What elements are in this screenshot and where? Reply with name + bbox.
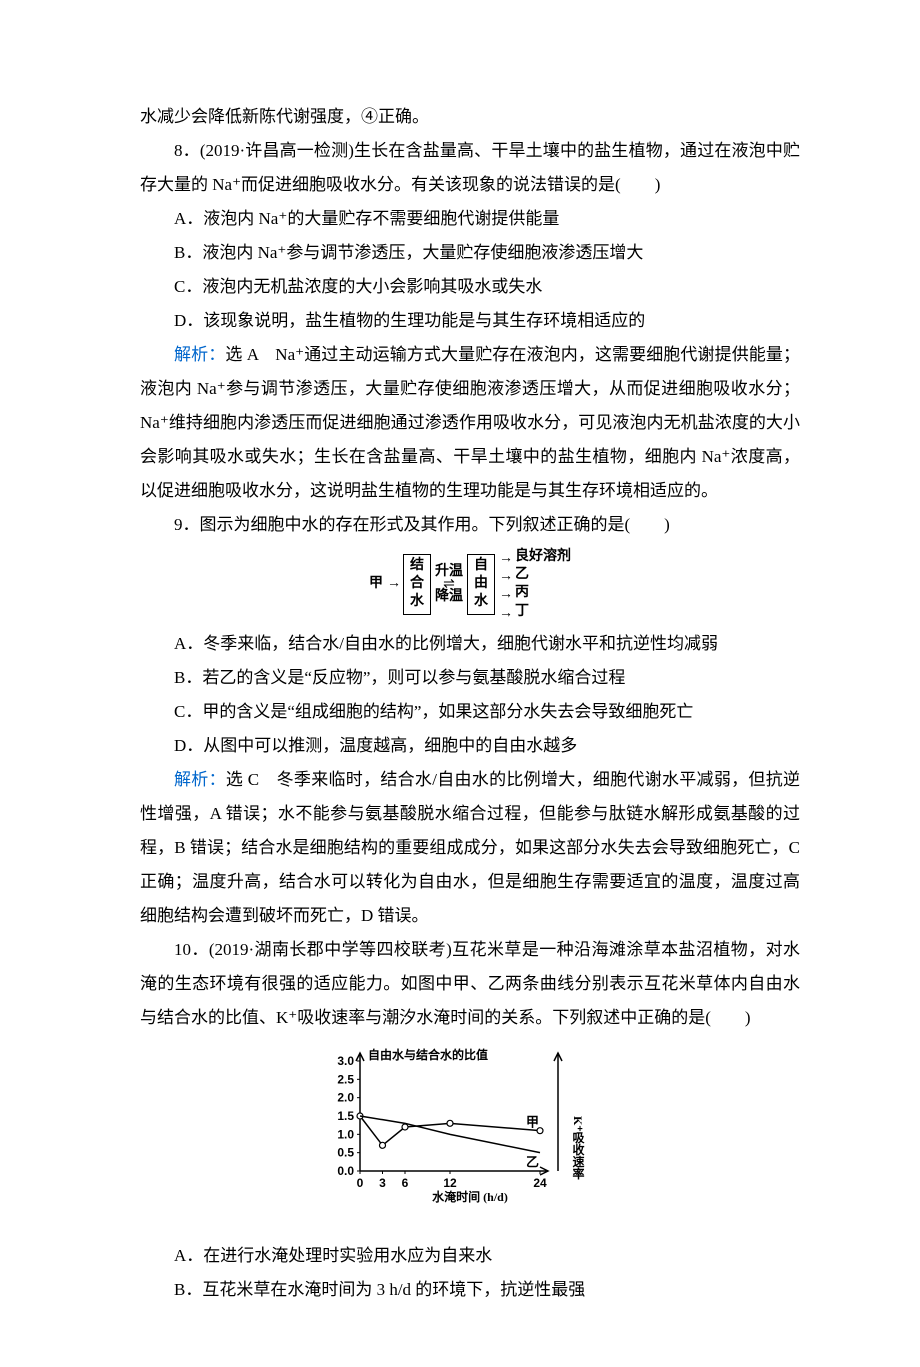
q10-chart-svg: 0.0 0.5 1.0 1.5 2.0 2.5 3.0 0 3 6 12 24 甲乙 自由水与结合水的比值…: [320, 1041, 620, 1221]
q10-stem: 10．(2019·湖南长郡中学等四校联考)互花米草是一种沿海滩涂草本盐沼植物，对…: [140, 933, 800, 1035]
q9-option-b: B．若乙的含义是“反应物”，则可以参与氨基酸脱水缩合过程: [140, 661, 800, 695]
svg-text:1.5: 1.5: [337, 1109, 354, 1123]
svg-text:2.5: 2.5: [337, 1072, 354, 1086]
svg-text:K⁺吸收速率: K⁺吸收速率: [571, 1116, 585, 1180]
q9-answer: 解析：选 C 冬季来临时，结合水/自由水的比例增大，细胞代谢水平减弱，但抗逆性增…: [140, 763, 800, 933]
svg-text:自由水与结合水的比值: 自由水与结合水的比值: [368, 1047, 488, 1062]
q10-figure: 0.0 0.5 1.0 1.5 2.0 2.5 3.0 0 3 6 12 24 甲乙 自由水与结合水的比值…: [140, 1041, 800, 1233]
q9-option-a: A．冬季来临，结合水/自由水的比例增大，细胞代谢水平和抗逆性均减弱: [140, 627, 800, 661]
q8-option-a: A．液泡内 Na⁺的大量贮存不需要细胞代谢提供能量: [140, 202, 800, 236]
q9-diagram: 甲 → 结合水 升温 ⇌ 降温 自由水 →良好溶剂→乙→丙→丁: [369, 548, 571, 621]
svg-text:3.0: 3.0: [337, 1054, 354, 1068]
q8-option-d: D．该现象说明，盐生植物的生理功能是与其生存环境相适应的: [140, 304, 800, 338]
q9-right-list: →良好溶剂→乙→丙→丁: [499, 548, 571, 621]
svg-text:甲: 甲: [526, 1114, 539, 1129]
q9-left-label: 甲: [369, 570, 383, 598]
intro-fragment: 水减少会降低新陈代谢强度，④正确。: [140, 100, 800, 134]
q9-option-c: C．甲的含义是“组成细胞的结构”，如果这部分水失去会导致细胞死亡: [140, 695, 800, 729]
q8-answer-label: 解析：: [174, 345, 225, 364]
svg-text:乙: 乙: [526, 1154, 539, 1169]
svg-text:0.0: 0.0: [337, 1164, 354, 1178]
q9-figure: 甲 → 结合水 升温 ⇌ 降温 自由水 →良好溶剂→乙→丙→丁: [140, 548, 800, 621]
q9-option-d: D．从图中可以推测，温度越高，细胞中的自由水越多: [140, 729, 800, 763]
svg-text:水淹时间 (h/d): 水淹时间 (h/d): [432, 1189, 508, 1204]
svg-text:24: 24: [533, 1176, 547, 1190]
q8-option-b: B．液泡内 Na⁺参与调节渗透压，大量贮存使细胞液渗透压增大: [140, 236, 800, 270]
q8-answer: 解析：选 A Na⁺通过主动运输方式大量贮存在液泡内，这需要细胞代谢提供能量；液…: [140, 338, 800, 508]
q9-box-bound-water: 结合水: [403, 554, 431, 615]
svg-text:0.5: 0.5: [337, 1145, 354, 1159]
q9-answer-label: 解析：: [174, 770, 226, 789]
q9-box-free-water: 自由水: [467, 554, 495, 615]
svg-text:6: 6: [402, 1176, 409, 1190]
svg-text:3: 3: [379, 1176, 386, 1190]
svg-text:12: 12: [443, 1176, 457, 1190]
q9-arrow-down-label: 降温: [435, 590, 463, 604]
svg-text:0: 0: [357, 1176, 364, 1190]
svg-text:2.0: 2.0: [337, 1090, 354, 1104]
svg-text:1.0: 1.0: [337, 1127, 354, 1141]
q8-option-c: C．液泡内无机盐浓度的大小会影响其吸水或失水: [140, 270, 800, 304]
q10-option-a: A．在进行水淹处理时实验用水应为自来水: [140, 1239, 800, 1273]
q9-answer-text: 选 C 冬季来临时，结合水/自由水的比例增大，细胞代谢水平减弱，但抗逆性增强，A…: [140, 770, 800, 925]
q8-answer-text: 选 A Na⁺通过主动运输方式大量贮存在液泡内，这需要细胞代谢提供能量；液泡内 …: [140, 345, 800, 500]
q8-stem: 8．(2019·许昌高一检测)生长在含盐量高、干旱土壤中的盐生植物，通过在液泡中…: [140, 134, 800, 202]
q10-chart: 0.0 0.5 1.0 1.5 2.0 2.5 3.0 0 3 6 12 24 甲乙 自由水与结合水的比值…: [320, 1041, 620, 1221]
q9-stem: 9．图示为细胞中水的存在形式及其作用。下列叙述正确的是( ): [140, 508, 800, 542]
